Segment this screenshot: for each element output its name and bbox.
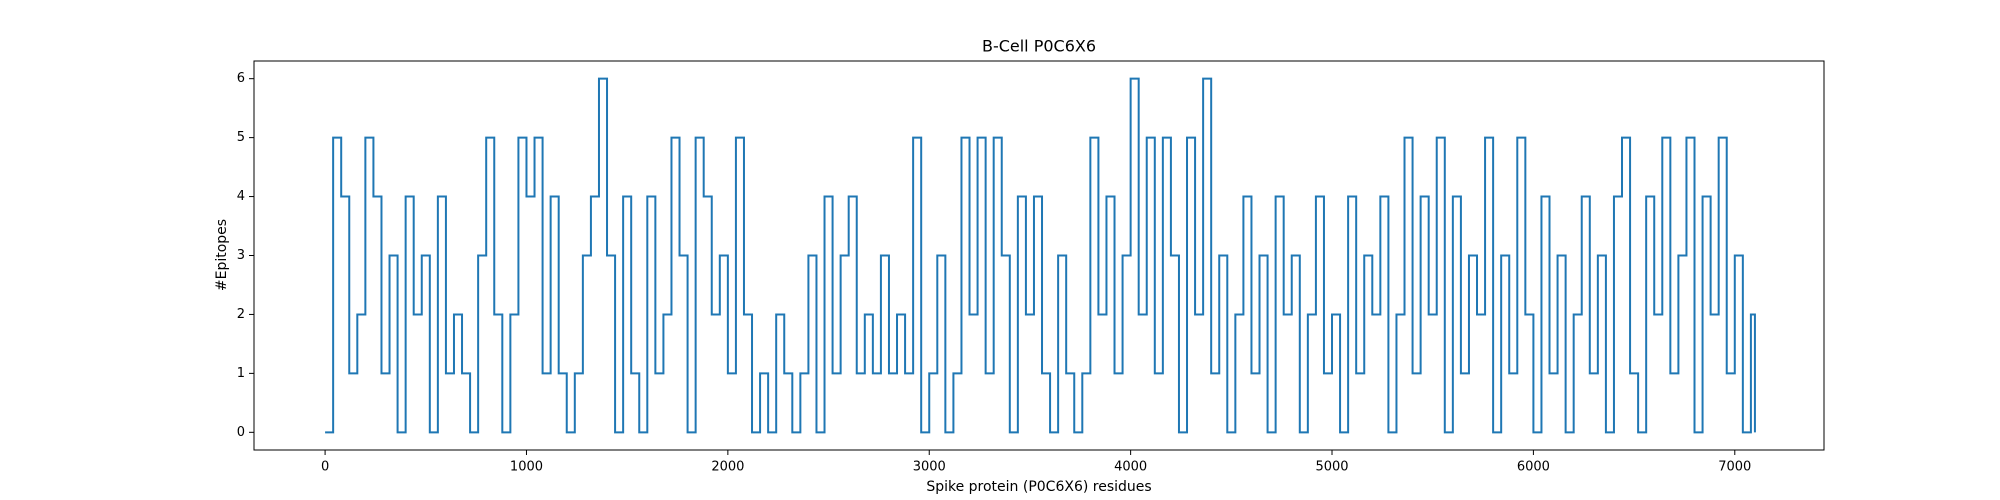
data-line (325, 77, 1756, 434)
x-tick-label: 7000 (1718, 460, 1751, 475)
x-tick-label: 2000 (711, 460, 744, 475)
y-axis-label: #Epitopes (214, 219, 230, 291)
x-tick-label: 1000 (510, 460, 543, 475)
x-axis-label: Spike protein (P0C6X6) residues (926, 479, 1151, 495)
plot-frame (253, 60, 1825, 451)
y-tick-label: 1 (237, 366, 245, 381)
y-tick-label: 3 (237, 248, 245, 263)
x-tick-label: 5000 (1315, 460, 1348, 475)
y-tick-label: 2 (237, 307, 245, 322)
x-tick-label: 0 (321, 460, 329, 475)
y-tick-label: 4 (237, 189, 245, 204)
y-tick-label: 6 (237, 71, 245, 86)
x-tick-label: 4000 (1114, 460, 1147, 475)
chart-title: B-Cell P0C6X6 (982, 37, 1096, 56)
y-tick-label: 5 (237, 130, 245, 145)
x-tick-label: 6000 (1517, 460, 1550, 475)
x-tick-label: 3000 (913, 460, 946, 475)
y-tick-label: 0 (237, 425, 245, 440)
